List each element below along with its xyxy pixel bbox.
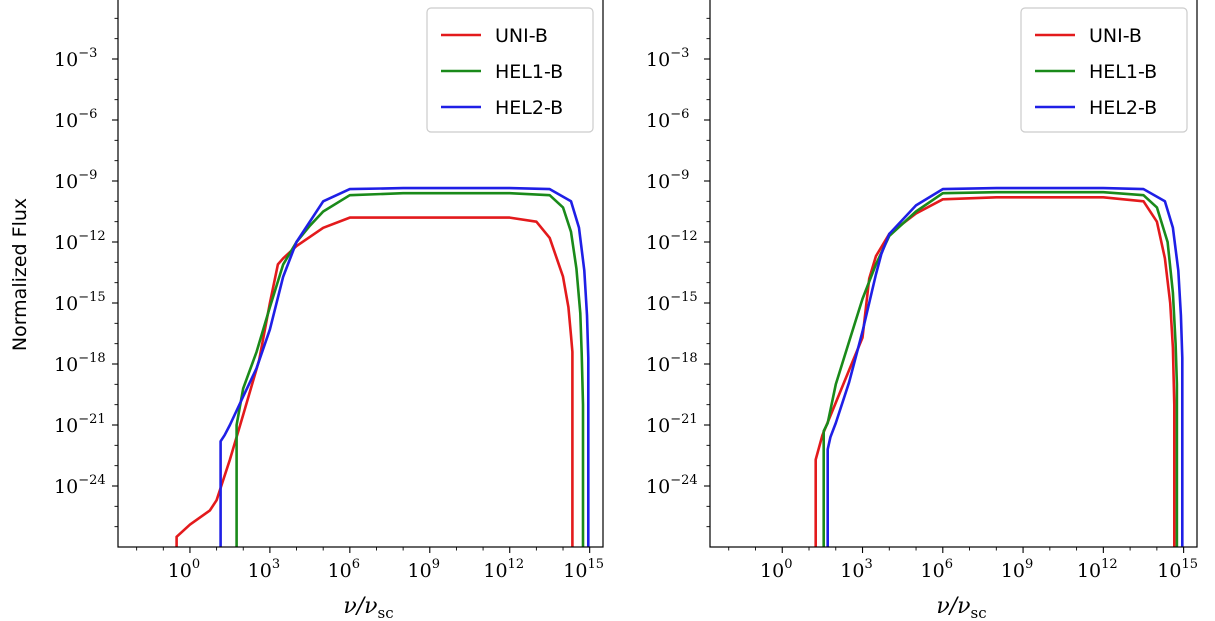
legend-box xyxy=(426,7,594,133)
x-tick-label: 100 xyxy=(760,557,792,582)
y-tick-label: 10−6 xyxy=(54,107,97,132)
x-tick-label: 100 xyxy=(168,557,200,582)
left-plot-panel: 100 103 106 109 1012 1015 10−24 10−21 10−18 10−15… xyxy=(9,0,604,621)
series-lines xyxy=(175,186,590,547)
legend: UNI-B HEL1-B HEL2-B xyxy=(426,7,594,133)
series-line-hel1-b xyxy=(235,191,585,547)
y-tick-label: 10−24 xyxy=(54,473,106,498)
x-tick-label: 106 xyxy=(328,557,360,582)
y-tick-label: 10−18 xyxy=(646,351,698,376)
series-line-uni-b xyxy=(175,216,574,547)
x-tick-label: 109 xyxy=(408,557,440,582)
x-tick-label: 109 xyxy=(1001,557,1033,582)
x-tick-label: 1015 xyxy=(1157,557,1198,582)
x-tick-label: 1012 xyxy=(483,557,524,582)
series-line-hel2-b xyxy=(826,186,1184,547)
y-tick-label: 10−12 xyxy=(54,229,106,254)
x-tick-label: 1015 xyxy=(563,557,604,582)
y-tick-label: 10−3 xyxy=(646,46,689,71)
y-tick-label: 10−18 xyxy=(54,351,106,376)
legend-label: HEL1-B xyxy=(1089,61,1157,83)
x-tick-label: 103 xyxy=(840,557,872,582)
legend-label: UNI-B xyxy=(1089,25,1142,47)
y-tick-label: 10−9 xyxy=(646,168,689,193)
legend-label: UNI-B xyxy=(495,25,548,47)
y-tick-label: 10−9 xyxy=(54,168,97,193)
y-tick-label: 10−21 xyxy=(54,412,106,437)
x-tick-label: 1012 xyxy=(1077,557,1118,582)
right-plot-panel: 100 103 106 109 1012 1015 10−24 10−21 10−18 10−15… xyxy=(646,0,1198,621)
axes-frame xyxy=(117,0,604,548)
y-tick-label: 10−3 xyxy=(54,46,97,71)
y-tick-label: 10−15 xyxy=(54,290,106,315)
y-tick-label: 10−15 xyxy=(646,290,698,315)
legend-label: HEL2-B xyxy=(495,97,563,119)
y-tick-label: 10−21 xyxy=(646,412,698,437)
x-axis-label: ν/νsc xyxy=(343,594,393,621)
legend-label: HEL2-B xyxy=(1089,97,1157,119)
y-tick-label: 10−24 xyxy=(646,473,698,498)
y-axis-label: Normalized Flux xyxy=(9,198,31,351)
x-tick-label: 106 xyxy=(921,557,953,582)
series-lines xyxy=(814,186,1184,547)
series-line-hel1-b xyxy=(822,190,1179,547)
x-tick-label: 103 xyxy=(248,557,280,582)
legend: UNI-B HEL1-B HEL2-B xyxy=(1020,7,1188,133)
series-line-uni-b xyxy=(814,196,1176,547)
axes-frame xyxy=(709,0,1198,548)
y-tick-label: 10−6 xyxy=(646,107,689,132)
legend-label: HEL1-B xyxy=(495,61,563,83)
y-tick-label: 10−12 xyxy=(646,229,698,254)
legend-box xyxy=(1020,7,1188,133)
x-axis-label: ν/νsc xyxy=(936,594,986,621)
series-line-hel2-b xyxy=(219,186,590,547)
